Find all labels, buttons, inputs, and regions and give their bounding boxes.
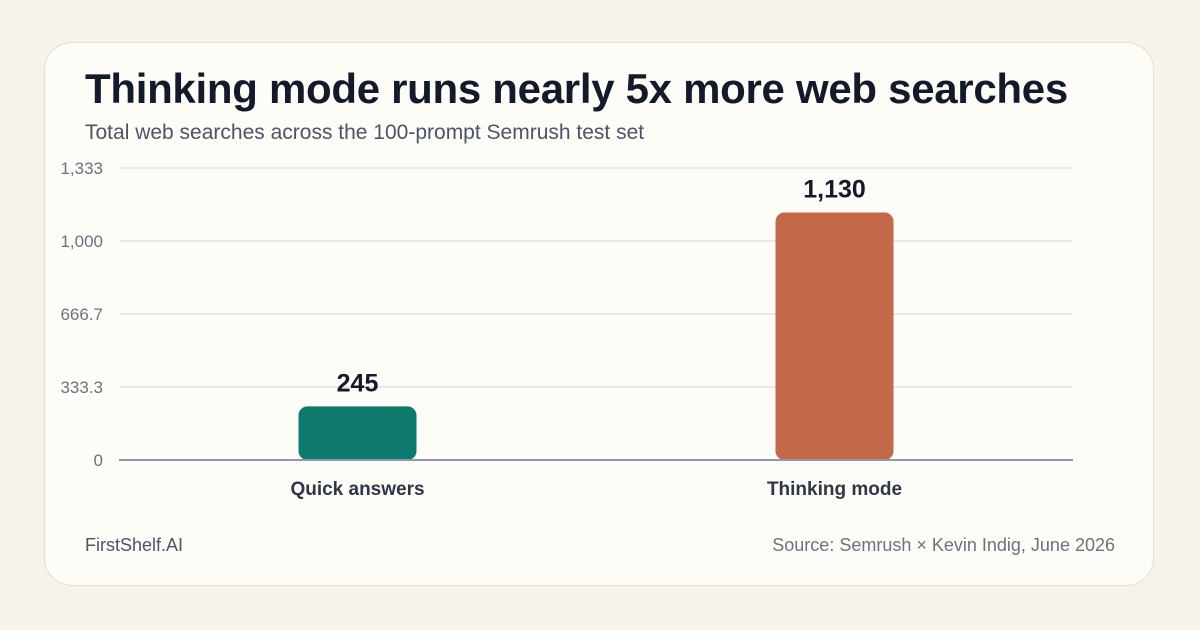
- bar: [298, 406, 417, 460]
- brand-name: FirstShelf.AI: [85, 535, 184, 555]
- chart-title: Thinking mode runs nearly 5x more web se…: [85, 65, 1068, 112]
- chart-subtitle: Total web searches across the 100-prompt…: [85, 121, 645, 144]
- y-tick-label: 1,333: [60, 159, 103, 178]
- bar-value-label: 1,130: [803, 175, 866, 203]
- y-axis-ticks: 0 333.3 666.7 1,000 1,333: [60, 159, 103, 470]
- bar-value-label: 245: [337, 369, 379, 397]
- y-tick-label: 666.7: [60, 305, 103, 324]
- gridlines: [119, 167, 1073, 388]
- y-tick-label: 1,000: [60, 232, 103, 251]
- bar-chart: 0 333.3 666.7 1,000 1,333 245 Quick answers 1,…: [60, 159, 1073, 500]
- bars: [298, 212, 894, 460]
- bar: [775, 212, 894, 460]
- bar-labels: 245 Quick answers 1,130 Thinking mode: [290, 175, 902, 500]
- x-category-label: Quick answers: [290, 479, 424, 500]
- x-category-label: Thinking mode: [767, 479, 902, 500]
- y-tick-label: 0: [94, 451, 103, 470]
- chart-card: Thinking mode runs nearly 5x more web se…: [44, 42, 1154, 586]
- y-tick-label: 333.3: [60, 378, 103, 397]
- source-note: Source: Semrush × Kevin Indig, June 2026: [772, 535, 1115, 555]
